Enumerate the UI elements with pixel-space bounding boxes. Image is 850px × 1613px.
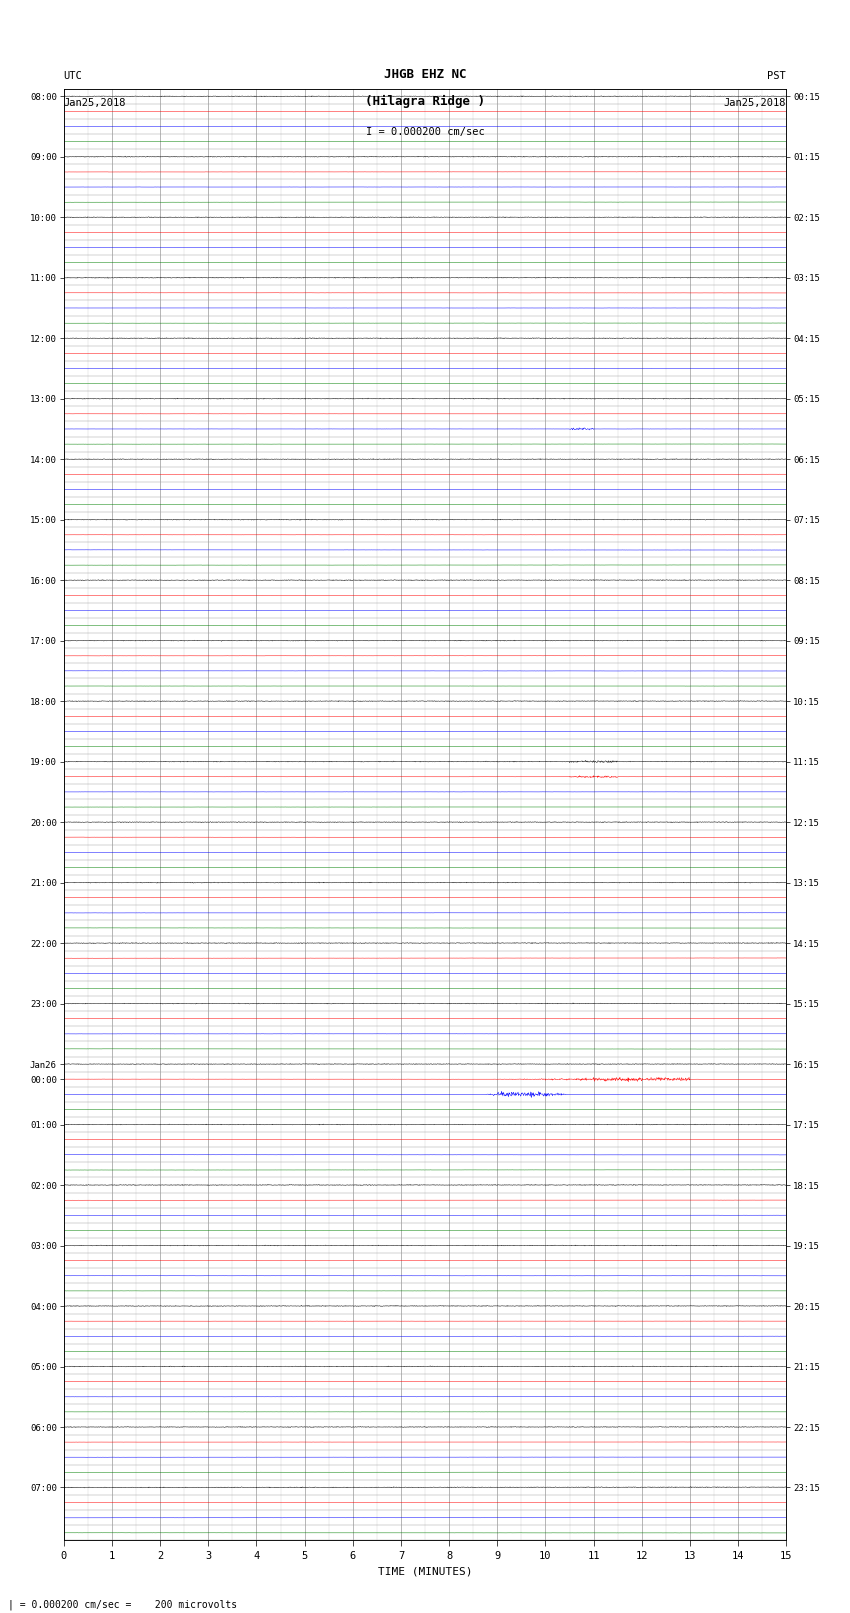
Text: I = 0.000200 cm/sec: I = 0.000200 cm/sec <box>366 127 484 137</box>
Text: PST: PST <box>768 71 786 81</box>
Text: | = 0.000200 cm/sec =    200 microvolts: | = 0.000200 cm/sec = 200 microvolts <box>8 1598 238 1610</box>
Text: UTC: UTC <box>64 71 82 81</box>
Text: JHGB EHZ NC: JHGB EHZ NC <box>383 68 467 81</box>
Text: Jan25,2018: Jan25,2018 <box>723 98 786 108</box>
X-axis label: TIME (MINUTES): TIME (MINUTES) <box>377 1566 473 1576</box>
Text: Jan25,2018: Jan25,2018 <box>64 98 127 108</box>
Text: (Hilagra Ridge ): (Hilagra Ridge ) <box>365 95 485 108</box>
